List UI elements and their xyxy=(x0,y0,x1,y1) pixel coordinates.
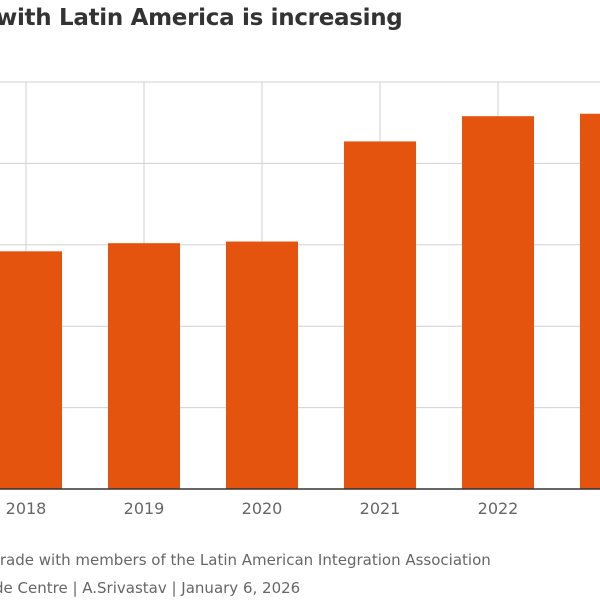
bar-2019 xyxy=(108,243,180,489)
bar-2021 xyxy=(344,141,416,489)
chart-footnote: trade with members of the Latin American… xyxy=(0,551,491,569)
bar-2018 xyxy=(0,251,62,489)
chart-title: with Latin America is increasing xyxy=(0,5,403,31)
x-tick-label: 2021 xyxy=(360,499,401,518)
x-tick-label: 2018 xyxy=(6,499,47,518)
bar-2023 xyxy=(580,113,600,489)
x-tick-label: 2022 xyxy=(478,499,519,518)
chart-source: de Centre | A.Srivastav | January 6, 202… xyxy=(0,579,301,597)
x-tick-label: 2020 xyxy=(242,499,283,518)
bar-2020 xyxy=(226,241,298,489)
x-tick-label: 2019 xyxy=(124,499,165,518)
bar-2022 xyxy=(462,116,534,490)
